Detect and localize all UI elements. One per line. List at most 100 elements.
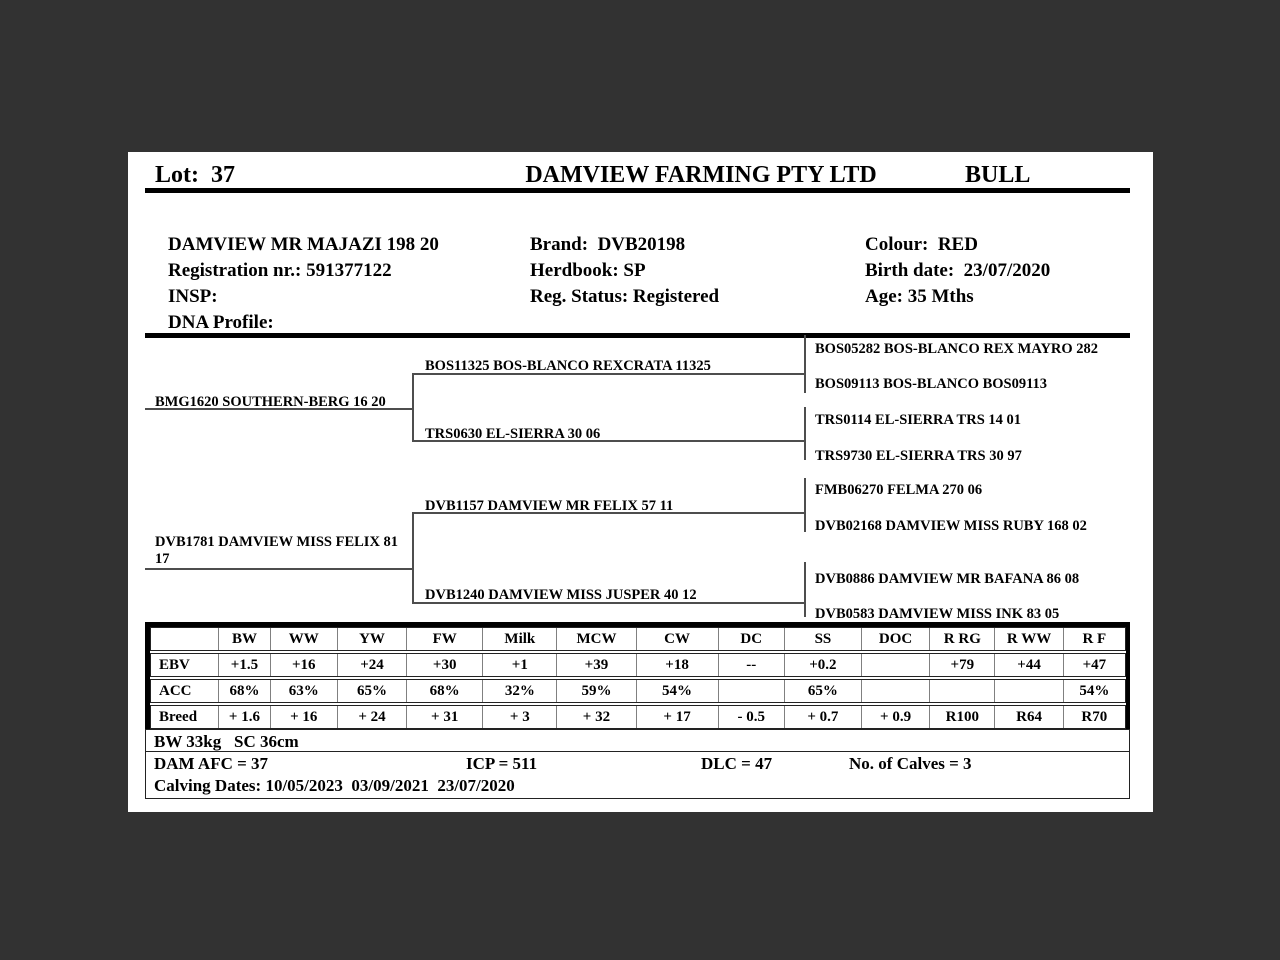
ebv-cell: 59% <box>556 680 635 702</box>
ebv-cell: 68% <box>406 680 482 702</box>
ebv-cell <box>717 680 784 702</box>
lot-number: Lot: 37 <box>155 162 235 188</box>
ebv-cell: 54% <box>1062 680 1125 702</box>
ebv-header-cell: YW <box>336 628 406 650</box>
ebv-cell: + 31 <box>406 706 482 728</box>
pedigree-ggp: DVB0583 DAMVIEW MISS INK 83 05 <box>815 606 1060 622</box>
ebv-cell: 65% <box>783 680 861 702</box>
animal-name: DAMVIEW MR MAJAZI 198 20 <box>168 234 439 255</box>
pedigree-ggp: BOS09113 BOS-BLANCO BOS09113 <box>815 376 1048 392</box>
icp: ICP = 511 <box>466 754 538 773</box>
pedigree-line <box>412 373 804 375</box>
ebv-cell: +1 <box>482 654 556 676</box>
animal-details-left: DAMVIEW MR MAJAZI 198 20 Registration nr… <box>168 232 439 336</box>
insp-label: INSP: <box>168 286 218 307</box>
pedigree-ggp: FMB06270 FELMA 270 06 <box>815 482 983 498</box>
pedigree-dam-dam: DVB1240 DAMVIEW MISS JUSPER 40 12 <box>425 587 697 603</box>
ebv-row-label: ACC <box>159 683 192 699</box>
ebv-cell: +47 <box>1062 654 1125 676</box>
pedigree-line <box>804 478 806 532</box>
ebv-header-cell: CW <box>635 628 718 650</box>
pedigree-sire-dam: TRS0630 EL-SIERRA 30 06 <box>425 426 601 442</box>
acc-row: ACC 68% 63% 65% 68% 32% 59% 54% 65% 54% <box>150 679 1126 703</box>
dlc: DLC = 47 <box>701 754 773 773</box>
ebv-cell: R70 <box>1062 706 1125 728</box>
ebv-cell: +24 <box>336 654 406 676</box>
animal-sex-label: BULL <box>965 162 1031 188</box>
ebv-header-cell: R RG <box>929 628 994 650</box>
ebv-cell: + 1.6 <box>218 706 269 728</box>
pedigree-line <box>145 408 412 410</box>
colour: Colour: RED <box>865 234 978 255</box>
ebv-cell: - 0.5 <box>717 706 784 728</box>
header-rule <box>145 188 1130 193</box>
pedigree-sire: BMG1620 SOUTHERN-BERG 16 20 <box>155 394 386 410</box>
ebv-header-row: BW WW YW FW Milk MCW CW DC SS DOC R RG R… <box>150 627 1126 651</box>
dam-afc: DAM AFC = 37 <box>154 754 269 773</box>
ebv-header-cell: SS <box>783 628 861 650</box>
number-of-calves: No. of Calves = 3 <box>849 754 972 773</box>
pedigree-line <box>412 512 414 604</box>
pedigree-ggp: TRS0114 EL-SIERRA TRS 14 01 <box>815 412 1022 428</box>
ebv-cell: +1.5 <box>218 654 269 676</box>
ebv-row-label: EBV <box>159 657 190 673</box>
pedigree-ggp: DVB02168 DAMVIEW MISS RUBY 168 02 <box>815 518 1087 534</box>
ebv-cell <box>994 680 1062 702</box>
ebv-cell: + 0.7 <box>783 706 861 728</box>
catalog-page: Lot: 37 DAMVIEW FARMING PTY LTD BULL DAM… <box>128 152 1153 812</box>
pedigree-sire-sire: BOS11325 BOS-BLANCO REXCRATA 11325 <box>425 358 711 374</box>
ebv-header-cell: FW <box>406 628 482 650</box>
ebv-header-cell: R F <box>1062 628 1125 650</box>
ebv-table: BW WW YW FW Milk MCW CW DC SS DOC R RG R… <box>145 622 1130 729</box>
ebv-cell: + 3 <box>482 706 556 728</box>
ebv-header-cell <box>151 628 218 650</box>
ebv-cell: 63% <box>269 680 337 702</box>
ebv-cell: 65% <box>336 680 406 702</box>
ebv-cell: +39 <box>556 654 635 676</box>
ebv-cell: + 17 <box>635 706 718 728</box>
ebv-cell: +16 <box>269 654 337 676</box>
ebv-header-cell: DOC <box>860 628 929 650</box>
breed-row: Breed + 1.6 + 16 + 24 + 31 + 3 + 32 + 17… <box>150 705 1126 729</box>
ebv-cell: + 24 <box>336 706 406 728</box>
ebv-cell: R64 <box>994 706 1062 728</box>
pedigree-line <box>804 407 806 460</box>
pedigree-line <box>412 512 804 514</box>
ebv-cell: + 16 <box>269 706 337 728</box>
ebv-cell <box>929 680 994 702</box>
ebv-header-cell: MCW <box>556 628 635 650</box>
calving-dates: Calving Dates: 10/05/2023 03/09/2021 23/… <box>154 776 515 795</box>
ebv-cell: +30 <box>406 654 482 676</box>
registration-number: Registration nr.: 591377122 <box>168 260 392 281</box>
pedigree-line <box>804 335 806 393</box>
ebv-cell: +0.2 <box>783 654 861 676</box>
ebv-row-label: Breed <box>159 709 198 725</box>
herdbook: Herdbook: SP <box>530 260 646 281</box>
pedigree-dam-sire: DVB1157 DAMVIEW MR FELIX 57 11 <box>425 498 674 514</box>
animal-details-middle: Brand: DVB20198 Herdbook: SP Reg. Status… <box>530 232 719 310</box>
pedigree-ggp: TRS9730 EL-SIERRA TRS 30 97 <box>815 448 1022 464</box>
ebv-cell: +44 <box>994 654 1062 676</box>
brand: Brand: DVB20198 <box>530 234 686 255</box>
ebv-cell: +18 <box>635 654 718 676</box>
pedigree-line <box>804 562 806 617</box>
dna-profile-label: DNA Profile: <box>168 312 274 333</box>
ebv-cell: + 0.9 <box>860 706 929 728</box>
birth-date: Birth date: 23/07/2020 <box>865 260 1051 281</box>
pedigree-ggp: DVB0886 DAMVIEW MR BAFANA 86 08 <box>815 571 1080 587</box>
page-title: DAMVIEW FARMING PTY LTD <box>525 162 877 188</box>
ebv-cell: 68% <box>218 680 269 702</box>
measurements-row: BW 33kg SC 36cm <box>145 729 1130 752</box>
pedigree-line <box>412 602 804 604</box>
pedigree-line <box>412 440 804 442</box>
ebv-row: EBV +1.5 +16 +24 +30 +1 +39 +18 -- +0.2 … <box>150 653 1126 677</box>
details-rule <box>145 333 1130 338</box>
animal-details-right: Colour: RED Birth date: 23/07/2020 Age: … <box>865 232 1050 310</box>
pedigree-line <box>412 373 414 442</box>
ebv-cell: +79 <box>929 654 994 676</box>
ebv-header-cell: Milk <box>482 628 556 650</box>
dam-stats-row: DAM AFC = 37 ICP = 511 DLC = 47 No. of C… <box>145 752 1130 799</box>
pedigree-ggp: BOS05282 BOS-BLANCO REX MAYRO 282 <box>815 341 1099 357</box>
ebv-cell: 32% <box>482 680 556 702</box>
pedigree-dam: DVB1781 DAMVIEW MISS FELIX 81 17 <box>155 534 399 567</box>
